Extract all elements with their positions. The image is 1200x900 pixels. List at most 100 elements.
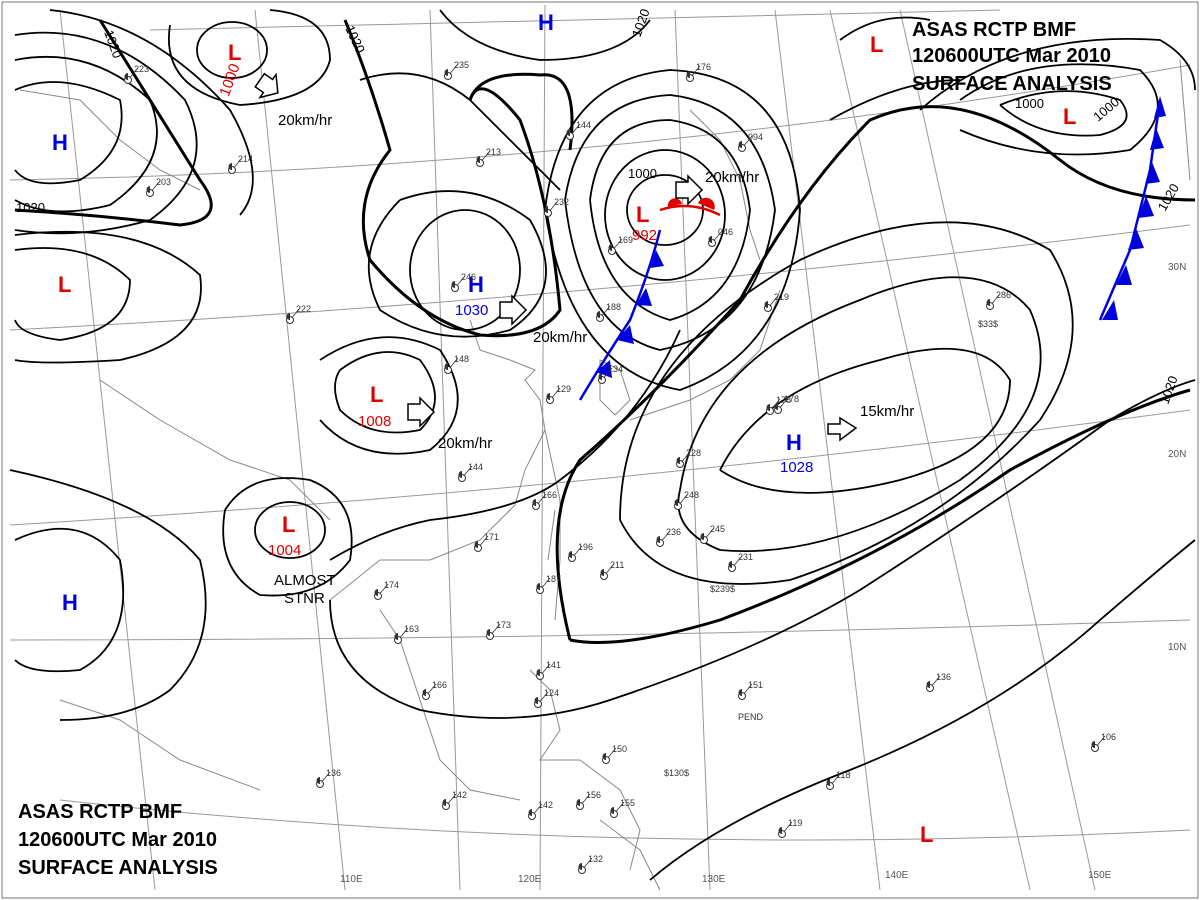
station-plot: 214: [228, 154, 253, 174]
station-pressure-value: 169: [618, 235, 633, 245]
station-cloud-fill-icon: [700, 533, 704, 540]
motion-label: 20km/hr: [705, 169, 759, 186]
station-plot: 178: [766, 395, 791, 415]
isobar-label: 1020: [629, 7, 653, 39]
cold-front-triangle: [1102, 300, 1118, 320]
station-cloud-fill-icon: [686, 71, 690, 78]
station-cloud-fill-icon: [316, 777, 320, 784]
station-plot: 151: [738, 680, 763, 700]
station-cloud-fill-icon: [422, 689, 426, 696]
isobar-label: 1000: [628, 166, 657, 181]
isobar-low-1004-inner: [254, 501, 326, 559]
footer-line2: 120600UTC Mar 2010: [18, 829, 217, 851]
motion-arrow-icon: [254, 72, 279, 99]
isobar-low-1008: [334, 351, 436, 434]
station-plot: 228: [676, 448, 701, 468]
meridian-140e: [774, 9, 881, 891]
low-pressure-symbol: L: [870, 32, 883, 57]
station-pressure-value: 171: [484, 532, 499, 542]
station-plot: 106: [1091, 732, 1116, 752]
station-cloud-fill-icon: [738, 689, 742, 696]
station-cloud-fill-icon: [458, 471, 462, 478]
graticule: [9, 4, 1191, 891]
station-plot: 148: [444, 354, 469, 374]
parallel-30n: [9, 224, 1191, 331]
cold-front-line: [578, 229, 662, 401]
station-plot: 174: [374, 580, 399, 600]
station-plot: 246: [451, 272, 476, 292]
taiwan-coast: [547, 509, 556, 561]
station-plot: 232: [544, 197, 569, 217]
isobar-992-2: [604, 149, 726, 281]
station-plot: 141: [536, 660, 561, 680]
station-plot: 163: [394, 624, 419, 644]
station-plot: 236: [656, 527, 681, 547]
station-plot: 156: [576, 790, 601, 810]
inland-boundary-1: [19, 89, 201, 191]
low-pressure-symbol: L: [920, 822, 933, 847]
station-plot: 211: [600, 560, 624, 580]
cold-front-triangle: [1116, 265, 1132, 285]
station-plot: 173: [486, 620, 511, 640]
station-plot: 223: [124, 64, 149, 84]
station-pressure-value: 156: [586, 790, 601, 800]
isobar-1020-central: [343, 19, 562, 338]
station-pressure-value: 188: [606, 302, 621, 312]
station-cloud-fill-icon: [826, 779, 830, 786]
isobar-sw-high: [14, 527, 125, 673]
motion-arrow-icon: [499, 294, 528, 326]
motion-arrow-icon: [407, 396, 436, 428]
isobar-label: 1020: [1157, 374, 1181, 406]
station-pressure-value: 118: [836, 770, 850, 780]
station-cloud-fill-icon: [578, 863, 582, 870]
station-cloud-fill-icon: [596, 311, 600, 318]
warm-front-semicircle: [698, 197, 715, 210]
isobar-high-1028-inner: [719, 347, 1011, 494]
isobar-nw-low-inner: [196, 21, 268, 79]
isobar-north-1: [359, 72, 561, 191]
station-pressure-value: 187: [546, 574, 561, 584]
isobar-west-low-2: [14, 230, 202, 364]
meridian-150e: [899, 9, 1096, 891]
lat-label-20n: 20N: [1168, 449, 1186, 460]
inland-boundary-2: [99, 379, 331, 521]
meridian-100e: [59, 9, 156, 891]
low-pressure-symbol: L: [1063, 104, 1076, 129]
station-pressure-value: 136: [936, 672, 951, 682]
korea-coast: [599, 359, 631, 416]
isobar-1020-link: [468, 72, 574, 151]
lon-label-130e: 130E: [702, 874, 726, 885]
stationary-note-line1: ALMOST: [274, 572, 336, 589]
station-pressure-value: 178: [776, 395, 791, 405]
station-plot: 245: [700, 524, 725, 544]
low-pressure-symbol: L: [370, 382, 383, 407]
isobar-label: 1000: [1015, 96, 1044, 111]
station-plot: 155: [610, 798, 635, 818]
station-cloud-fill-icon: [778, 827, 782, 834]
kamchatka-coast: [1179, 59, 1191, 181]
motion-arrows: [254, 72, 858, 442]
warm-front-semicircle: [667, 198, 682, 207]
isobar-label: 1020: [342, 23, 368, 56]
parallel-0n: [59, 799, 1191, 841]
low-pressure-value: 1000: [216, 61, 243, 98]
motion-arrow-icon: [827, 416, 858, 442]
isobar-north-high: [439, 9, 651, 61]
isobar-tropical-2: [649, 539, 1196, 881]
isobar-ne-top: [839, 16, 931, 41]
station-cloud-fill-icon: [600, 569, 604, 576]
station-pressure-value: 124: [544, 688, 559, 698]
station-cloud-fill-icon: [764, 301, 768, 309]
stationary-note-line2: STNR: [284, 590, 325, 607]
motion-label: 20km/hr: [533, 329, 587, 346]
station-cloud-fill-icon: [476, 156, 480, 163]
station-cloud-fill-icon: [124, 73, 128, 80]
isobar-high-1028-3: [619, 221, 1074, 585]
motion-label: 15km/hr: [860, 403, 914, 420]
station-plot: 046: [708, 227, 733, 247]
station-pressure-value: 246: [461, 272, 476, 282]
isobar-central-high-outer: [367, 190, 547, 338]
isobars-1020: [14, 19, 1196, 644]
station-pressure-value: 211: [610, 560, 624, 570]
